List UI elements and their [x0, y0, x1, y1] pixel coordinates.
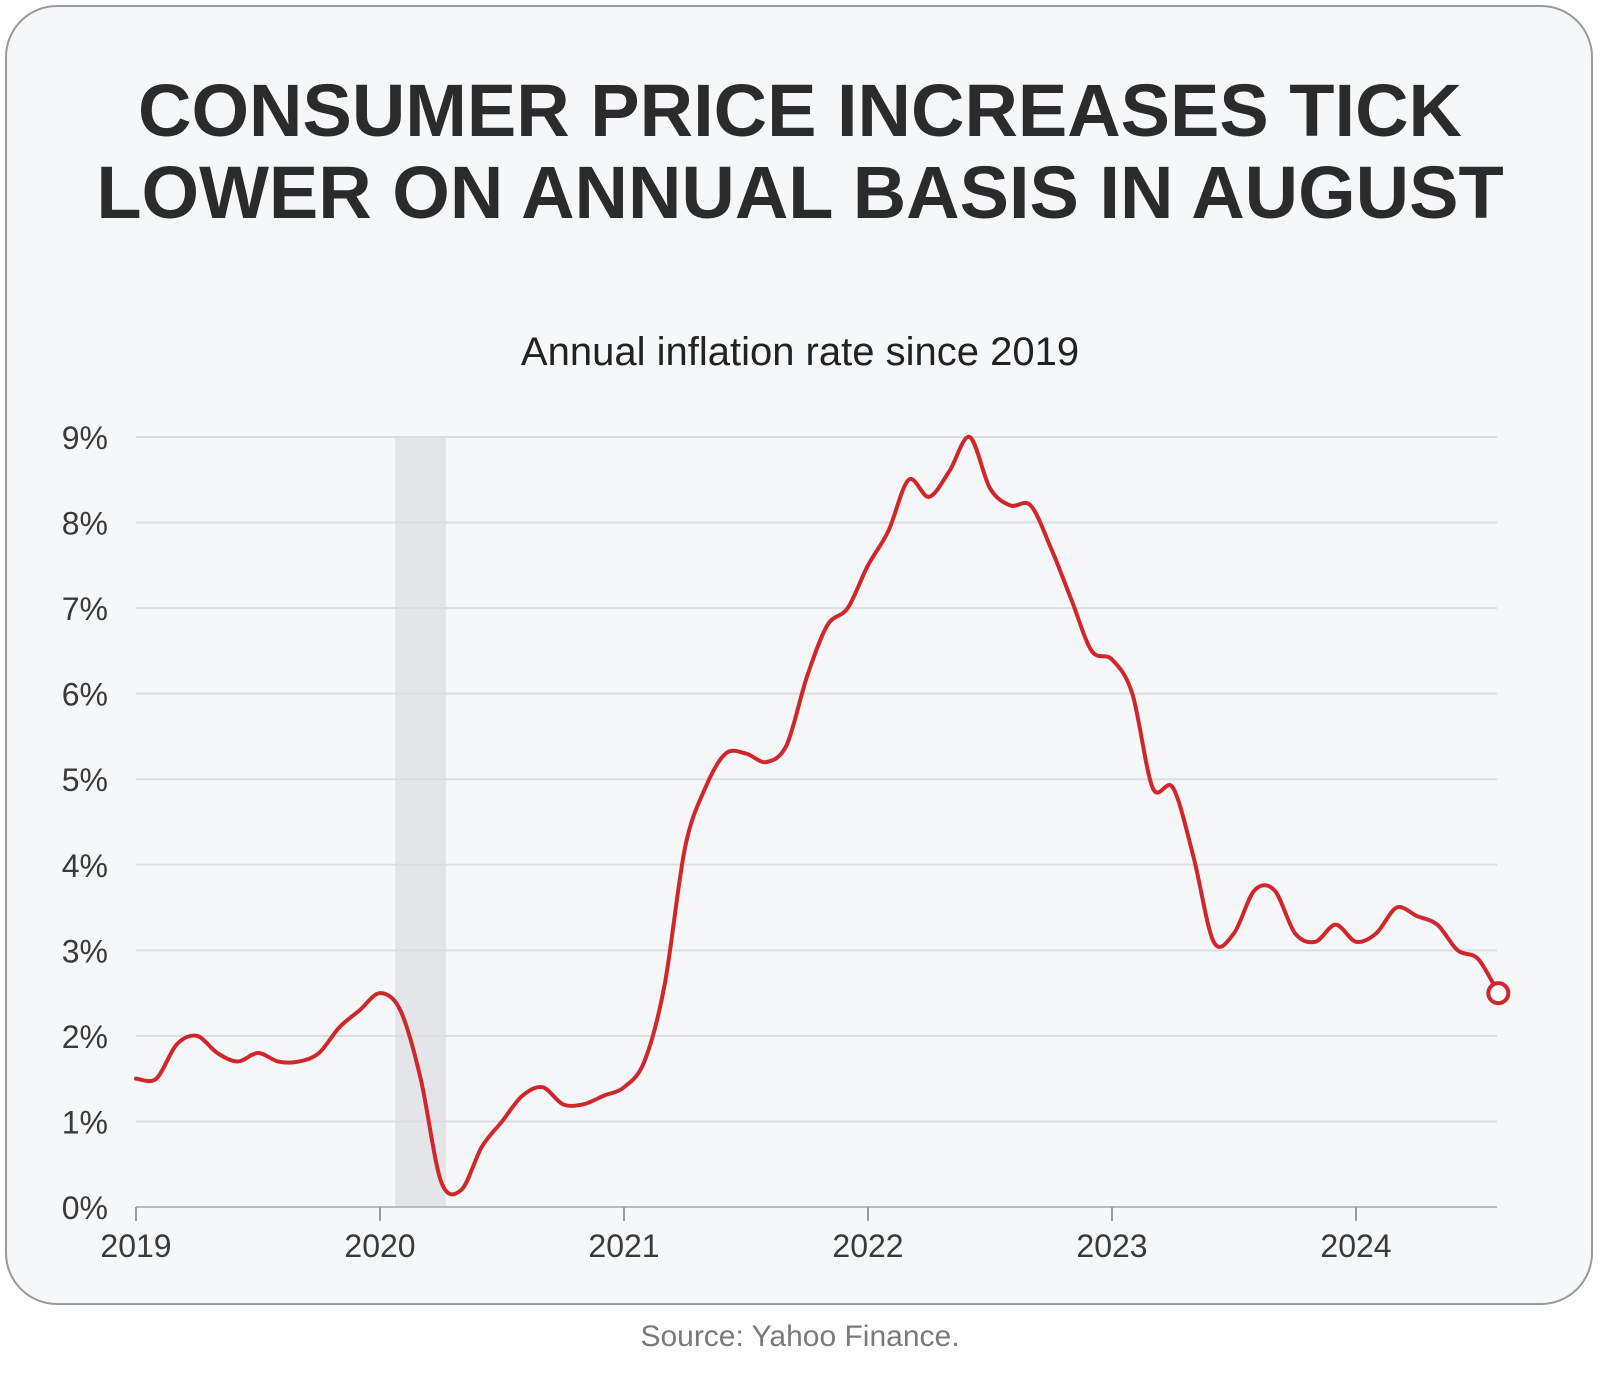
data-point [764, 760, 768, 764]
x-tick-label: 2019 [100, 1228, 171, 1264]
data-point [1130, 692, 1134, 696]
data-point [297, 1059, 301, 1064]
data-point [541, 1085, 545, 1089]
data-point [276, 1059, 280, 1064]
data-point [1456, 948, 1460, 952]
data-point [622, 1085, 626, 1089]
data-point [1252, 888, 1256, 893]
data-point [337, 1025, 341, 1029]
data-point [785, 743, 789, 747]
data-point [500, 1119, 504, 1124]
data-point [927, 495, 931, 499]
data-point [1476, 957, 1480, 961]
data-point [134, 1077, 138, 1081]
data-point [236, 1059, 240, 1064]
line-chart: 0% 1% 2% 3% 4% 5% 6% 7% 8% 9% 2019 2020 2021 2022 202… [62, 420, 1511, 1264]
data-point [683, 846, 687, 850]
data-point [1313, 940, 1317, 944]
data-point [1110, 657, 1114, 662]
data-point [947, 469, 951, 473]
y-tick-label: 8% [62, 506, 108, 542]
data-point [724, 751, 728, 756]
data-point [256, 1051, 260, 1055]
data-point [1151, 786, 1155, 790]
data-point [1049, 546, 1053, 550]
data-point [1354, 940, 1358, 944]
data-point [398, 1008, 402, 1012]
inflation-series-line [134, 435, 1501, 1197]
y-tick-label: 1% [62, 1104, 108, 1140]
data-point [1069, 597, 1073, 602]
data-point [439, 1179, 443, 1183]
y-tick-label: 9% [62, 420, 108, 456]
data-point [1212, 940, 1216, 944]
data-point [561, 1102, 565, 1106]
latest-value-marker [1486, 981, 1511, 1006]
data-point [1273, 888, 1277, 893]
data-point [1029, 503, 1033, 508]
data-point [175, 1042, 179, 1047]
x-tick-label: 2022 [832, 1228, 903, 1264]
data-point [195, 1034, 199, 1038]
data-point [459, 1188, 463, 1192]
data-point [642, 1059, 646, 1064]
data-point [988, 486, 992, 490]
source-note: Source: Yahoo Finance. [640, 1320, 960, 1353]
data-point [744, 751, 748, 756]
recession-band [395, 437, 446, 1207]
data-point [419, 1077, 423, 1081]
y-tick-label: 0% [62, 1190, 108, 1226]
data-point [317, 1051, 321, 1055]
data-point [663, 982, 667, 987]
data-point [215, 1051, 219, 1055]
y-tick-label: 7% [62, 591, 108, 627]
data-point [378, 991, 382, 995]
x-tick-label: 2020 [344, 1228, 415, 1264]
data-point [1435, 923, 1439, 927]
data-point [825, 623, 829, 627]
y-tick-label: 5% [62, 762, 108, 798]
data-point [886, 529, 890, 533]
chart-title: CONSUMER PRICE INCREASES TICK LOWER ON A… [96, 69, 1504, 234]
data-point [703, 786, 707, 790]
data-point [1090, 649, 1094, 653]
data-point [968, 435, 972, 439]
data-point [1232, 931, 1236, 935]
chart-subtitle: Annual inflation rate since 2019 [520, 330, 1080, 374]
x-tick-label: 2021 [588, 1228, 659, 1264]
y-tick-label: 2% [62, 1019, 108, 1055]
data-point [1191, 854, 1195, 858]
x-tick-label: 2024 [1320, 1228, 1391, 1264]
chart-card [5, 5, 1593, 1305]
data-point [1293, 931, 1297, 935]
data-point [480, 1145, 484, 1149]
data-point [846, 606, 850, 610]
data-point [602, 1094, 606, 1098]
data-point [154, 1077, 158, 1081]
y-tick-label: 4% [62, 848, 108, 884]
data-point [358, 1008, 362, 1012]
data-point [805, 674, 809, 679]
data-point [1374, 931, 1378, 935]
data-point [907, 478, 911, 482]
x-tick-label: 2023 [1076, 1228, 1147, 1264]
data-point [866, 563, 870, 567]
y-tick-label: 3% [62, 933, 108, 969]
y-tick-label: 6% [62, 677, 108, 713]
data-point [581, 1102, 585, 1106]
data-point [1415, 914, 1419, 918]
data-point [520, 1094, 524, 1098]
data-point [1008, 503, 1012, 508]
data-point [1395, 905, 1399, 910]
data-point [1171, 786, 1175, 790]
data-point [1334, 923, 1338, 927]
